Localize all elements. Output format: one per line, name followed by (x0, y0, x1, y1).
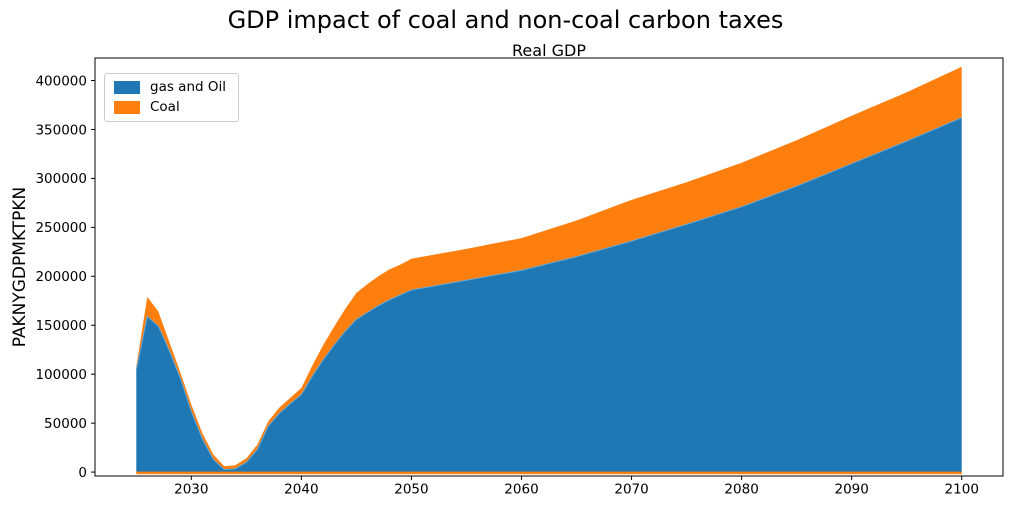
legend-item-coal: Coal (114, 98, 226, 115)
x-tick-label: 2100 (945, 482, 979, 498)
coal-area (136, 66, 962, 470)
axis-tick-labels: 2030 2040 2050 2060 2070 2080 2090 2100 0 50000 10… (35, 73, 978, 497)
plot-area: 2030 2040 2050 2060 2070 2080 2090 2100 0 50000 10… (35, 57, 1004, 498)
x-tick-label: 2030 (174, 482, 208, 498)
y-axis-label: PAKNYGDPMKTPKN (10, 186, 30, 348)
figure-title: GDP impact of coal and non-coal carbon t… (227, 6, 784, 34)
legend-swatch-gas-and-oil (114, 81, 140, 95)
y-tick-label: 100000 (35, 367, 87, 383)
y-tick-label: 400000 (35, 73, 87, 89)
x-tick-label: 2060 (504, 482, 538, 498)
x-tick-label: 2050 (394, 482, 428, 498)
x-tick-label: 2040 (284, 482, 318, 498)
gas-and-oil-area (136, 117, 962, 473)
legend-swatch-coal (114, 100, 140, 114)
y-tick-label: 200000 (35, 269, 87, 285)
x-tick-label: 2070 (614, 482, 648, 498)
y-tick-label: 350000 (35, 122, 87, 138)
x-tick-label: 2090 (834, 482, 868, 498)
legend: gas and Oil Coal (104, 73, 239, 122)
y-tick-label: 300000 (35, 171, 87, 187)
x-tick-label: 2080 (724, 482, 758, 498)
y-tick-label: 0 (78, 465, 87, 481)
legend-label-gas-and-oil: gas and Oil (150, 79, 226, 95)
axis-ticks (91, 80, 963, 480)
axes-frame (94, 57, 1004, 477)
y-tick-label: 150000 (35, 318, 87, 334)
gas-and-oil-edge-line (135, 117, 962, 471)
y-tick-label: 50000 (44, 416, 87, 432)
legend-item-gas-and-oil: gas and Oil (114, 79, 226, 95)
legend-label-coal: Coal (150, 98, 180, 115)
y-tick-label: 250000 (35, 220, 87, 236)
axes-title: Real GDP (512, 41, 586, 60)
